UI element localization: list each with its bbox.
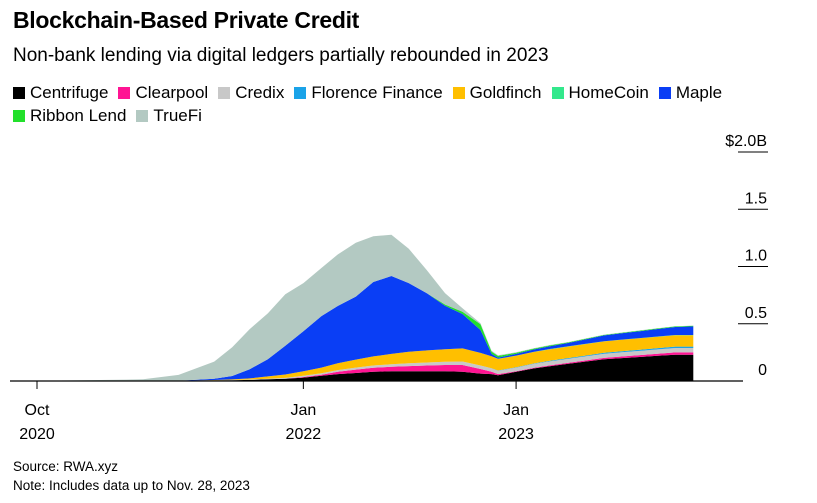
legend-swatch — [136, 110, 149, 122]
source-note: Source: RWA.xyz — [13, 459, 119, 474]
legend-item-homecoin: HomeCoin — [551, 81, 649, 104]
chart-title: Blockchain-Based Private Credit — [13, 7, 360, 33]
legend-label: Centrifuge — [30, 83, 109, 102]
x-tick-label: Jan — [290, 402, 316, 419]
legend-swatch — [118, 87, 131, 99]
x-tick-year-label: 2023 — [498, 426, 534, 443]
x-tick-year-label: 2020 — [19, 426, 55, 443]
y-tick-label: 0.5 — [745, 305, 767, 322]
legend-label: HomeCoin — [568, 83, 649, 102]
x-tick-year-label: 2022 — [286, 426, 322, 443]
legend-item-ribbon-lend: Ribbon Lend — [13, 104, 126, 127]
legend-swatch — [551, 87, 564, 99]
legend-swatch — [13, 87, 25, 99]
legend-item-truefi: TrueFi — [136, 104, 202, 127]
legend-item-centrifuge: Centrifuge — [13, 81, 108, 104]
legend-swatch — [294, 87, 307, 99]
legend-swatch — [658, 87, 671, 99]
legend-label: Credix — [235, 83, 285, 102]
legend-label: TrueFi — [153, 106, 202, 125]
legend-label: Maple — [675, 83, 723, 102]
x-tick-label: Jan — [503, 402, 529, 419]
legend-item-maple: Maple — [658, 81, 723, 104]
legend-item-credix: Credix — [218, 81, 284, 104]
legend-item-clearpool: Clearpool — [118, 81, 208, 104]
y-tick-label: $2.0B — [725, 133, 767, 150]
area-truefi — [37, 234, 694, 381]
legend-label: Goldfinch — [469, 83, 542, 102]
legend-swatch — [218, 87, 231, 99]
area-maple — [37, 276, 694, 381]
area-goldfinch — [37, 335, 694, 381]
legend-swatch — [13, 110, 25, 122]
legend-swatch — [452, 87, 465, 99]
y-tick-label: 1.5 — [745, 190, 767, 207]
legend-label: Florence Finance — [311, 83, 443, 102]
footnote: Note: Includes data up to Nov. 28, 2023 — [13, 478, 250, 493]
x-tick-label: Oct — [25, 402, 50, 419]
legend-label: Clearpool — [135, 83, 209, 102]
legend-item-goldfinch: Goldfinch — [452, 81, 542, 104]
y-tick-label: 1.0 — [745, 248, 767, 265]
y-tick-label: 0 — [758, 362, 767, 379]
area-centrifuge — [37, 354, 694, 381]
chart-legend: Centrifuge Clearpool Credix Florence Financ… — [13, 81, 803, 127]
legend-label: Ribbon Lend — [30, 106, 127, 125]
legend-item-florence-finance: Florence Finance — [294, 81, 443, 104]
chart-subtitle: Non-bank lending via digital ledgers par… — [13, 45, 549, 66]
